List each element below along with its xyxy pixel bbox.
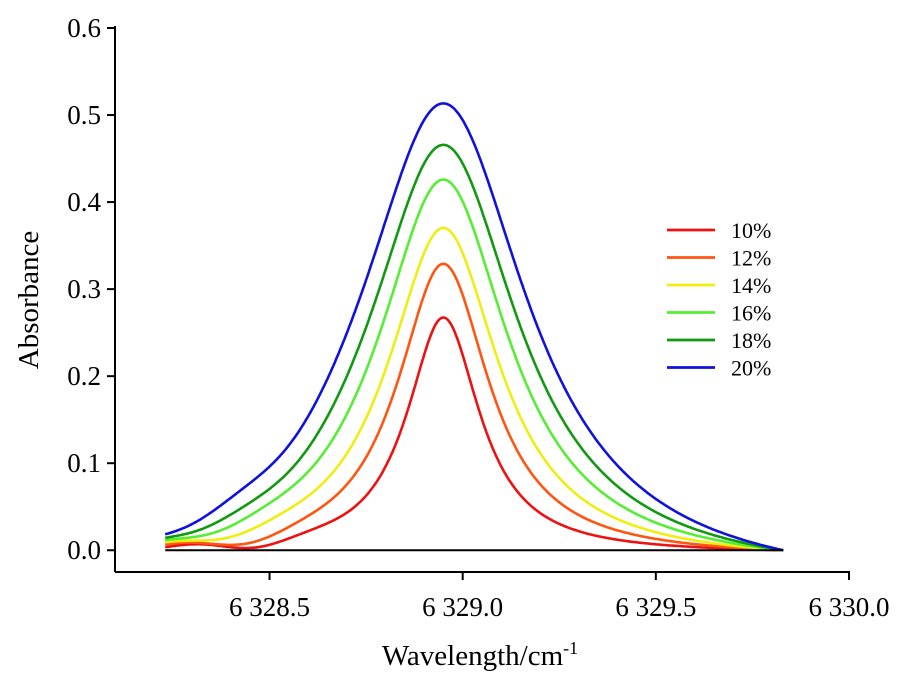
series-line: [165, 316, 784, 552]
series-line: [165, 178, 784, 552]
legend-label: 16%: [731, 301, 771, 326]
legend-label: 12%: [731, 246, 771, 271]
x-tick-label: 6 330.0: [809, 592, 890, 622]
x-tick-label: 6 329.0: [422, 592, 503, 622]
x-axis-title-text: Wavelength/cm: [382, 640, 564, 672]
x-tick-label: 6 328.5: [229, 592, 310, 622]
y-tick-label: 0.2: [67, 361, 101, 391]
y-tick-label: 0.6: [67, 13, 101, 43]
series-line: [165, 262, 784, 552]
y-ticks: 0.0 0.1 0.2 0.3 0.4 0.5 0.6: [67, 13, 115, 565]
series-line: [165, 226, 784, 552]
y-axis-title: Absorbance: [13, 231, 45, 370]
y-tick-label: 0.3: [67, 274, 101, 304]
legend-label: 14%: [731, 273, 771, 298]
plot-area: [164, 102, 784, 552]
x-axis-title-superscript: -1: [563, 638, 578, 658]
y-tick-label: 0.1: [67, 448, 101, 478]
legend-label: 10%: [731, 218, 771, 243]
legend-label: 18%: [731, 328, 771, 353]
series-line: [164, 102, 784, 552]
axes: [114, 26, 850, 573]
x-tick-label: 6 329.5: [615, 592, 696, 622]
y-tick-label: 0.0: [67, 535, 101, 565]
legend: 10% 12%14% 16%18% 20%: [667, 218, 771, 381]
x-ticks: 6 328.5 6 329.0 6 329.5 6 330.0: [229, 572, 890, 622]
x-axis-title: Wavelength/cm-1: [382, 638, 578, 672]
y-tick-label: 0.5: [67, 100, 101, 130]
legend-label: 20%: [731, 356, 771, 381]
series-line: [165, 143, 784, 552]
y-tick-label: 0.4: [67, 187, 101, 217]
